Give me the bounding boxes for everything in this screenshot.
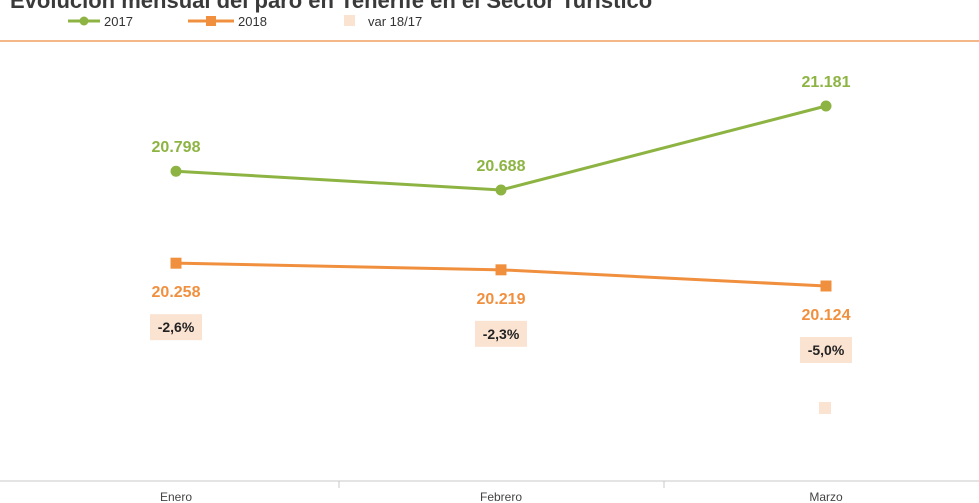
x-tick-label-enero: Enero — [160, 490, 192, 503]
data-point-2017 — [495, 184, 507, 196]
var-marker — [819, 402, 831, 414]
data-point-2018 — [495, 264, 507, 276]
data-label-2018: 20.258 — [152, 284, 201, 301]
data-point-2018 — [170, 257, 182, 269]
data-label-2017: 20.798 — [152, 139, 201, 156]
legend-item-2018: 2018 — [188, 14, 267, 29]
series-line-2017 — [175, 104, 827, 192]
var-badge-bg — [150, 314, 202, 341]
x-tick-label-marzo: Marzo — [809, 490, 843, 503]
var-badge: -2,3% — [475, 320, 527, 347]
legend: 2017 2018 var 18/17 — [68, 14, 422, 29]
x-axis: Enero Febrero Marzo — [0, 480, 979, 503]
var-badge: -2,6% — [150, 314, 202, 341]
data-point-2018 — [820, 280, 832, 292]
legend-label-var: var 18/17 — [368, 14, 422, 29]
chart-title: Evolución mensual del paro en Tenerife e… — [10, 0, 652, 13]
data-label-2017: 21.181 — [802, 74, 851, 91]
plot-area: 20.798 20.688 21.181 20.258 20.219 20.124 -2,6… — [150, 74, 852, 414]
data-label-2018: 20.124 — [802, 307, 851, 324]
var-label: -2,3% — [483, 326, 520, 342]
data-point-2017 — [170, 165, 182, 177]
legend-item-var: var 18/17 — [344, 14, 422, 29]
legend-item-2017: 2017 — [68, 14, 133, 29]
x-tick-label-febrero: Febrero — [480, 490, 522, 503]
var-badge-bg — [800, 337, 852, 363]
data-point-2017 — [820, 100, 832, 112]
legend-marker-2018 — [206, 16, 216, 26]
legend-marker-2017 — [79, 16, 89, 26]
var-badge: -5,0% — [800, 337, 852, 363]
legend-label-2018: 2018 — [238, 14, 267, 29]
legend-marker-var — [344, 15, 355, 26]
data-label-2017: 20.688 — [477, 158, 526, 175]
var-badge-bg — [475, 320, 527, 347]
var-label: -5,0% — [808, 342, 845, 358]
data-label-2018: 20.219 — [477, 291, 526, 308]
legend-label-2017: 2017 — [104, 14, 133, 29]
var-label: -2,6% — [158, 319, 195, 335]
